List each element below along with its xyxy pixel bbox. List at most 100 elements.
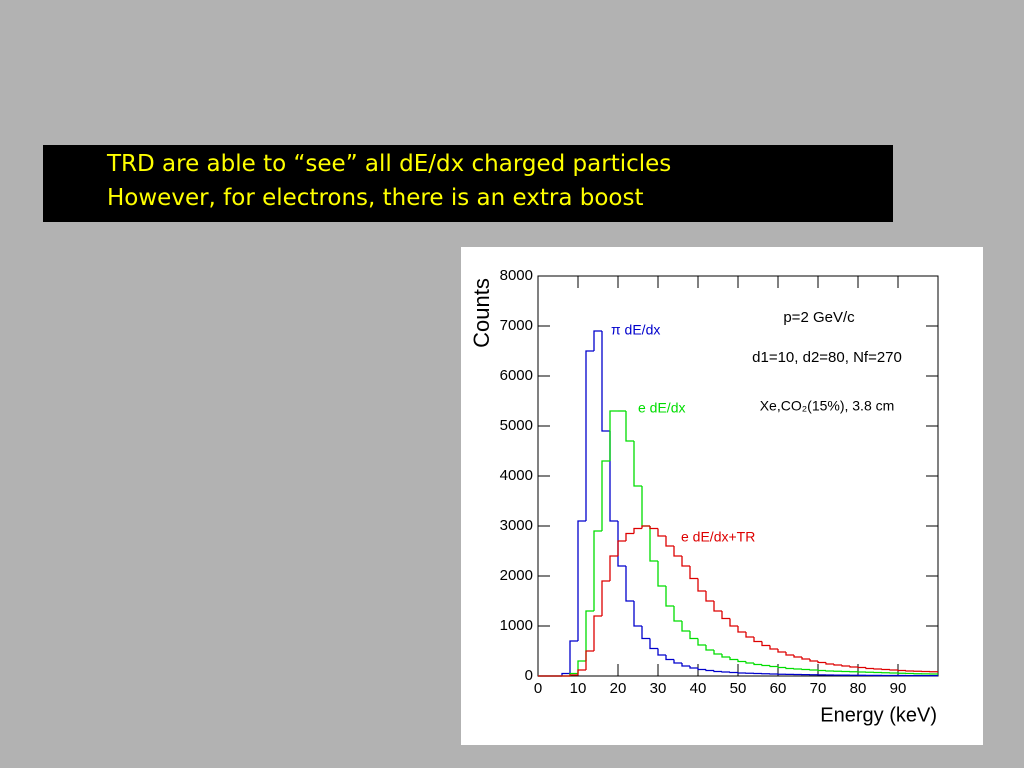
histogram-bin (737, 672, 746, 674)
histogram-bin (681, 621, 690, 632)
histogram-bin (641, 486, 650, 527)
x-tick-label: 30 (650, 680, 667, 697)
y-tick-label: 5000 (500, 417, 533, 434)
histogram-bin (665, 655, 674, 661)
histogram-bin (737, 659, 746, 663)
x-tick-label: 80 (850, 680, 867, 697)
histogram-bin (649, 526, 658, 562)
histogram-bin (857, 666, 866, 669)
histogram-bin (729, 618, 738, 627)
annotation: p=2 GeV/c (783, 309, 855, 326)
histogram-bin (809, 669, 818, 671)
histogram-bin (601, 580, 610, 616)
x-tick-label: 10 (570, 680, 587, 697)
histogram-bin (649, 526, 658, 530)
histogram-bin (673, 606, 682, 622)
slide-text: However, for electrons, there is an extr… (107, 185, 644, 211)
histogram-bin (689, 631, 698, 640)
y-tick-label: 1000 (500, 617, 533, 634)
histogram-bin (697, 578, 706, 592)
histogram-bin (625, 532, 634, 541)
histogram-bin (905, 670, 914, 672)
histogram-bin (681, 663, 690, 667)
histogram-bin (713, 650, 722, 655)
histogram-bin (593, 615, 602, 651)
histogram-bin (889, 669, 898, 671)
histogram-bin (601, 331, 610, 432)
histogram-bin (585, 350, 594, 521)
histogram-bin (641, 626, 650, 640)
x-tick-label: 60 (770, 680, 787, 697)
histogram-bin (569, 674, 578, 676)
histogram-bin (633, 527, 642, 534)
histogram-bin (617, 521, 626, 567)
slide-text: TRD are able to “see” all dE/dx charged … (107, 151, 672, 177)
histogram-bin (617, 540, 626, 556)
histogram-bin (729, 671, 738, 674)
histogram-bin (865, 667, 874, 670)
histogram-bin (729, 657, 738, 661)
histogram-bin (697, 638, 706, 646)
histogram-bin (625, 411, 634, 442)
x-tick-label: 70 (810, 680, 827, 697)
histogram-bin (833, 664, 842, 666)
series-label: e dE/dx+TR (681, 529, 755, 545)
histogram-bin (817, 661, 826, 664)
histogram-bin (689, 666, 698, 669)
histogram-bin (801, 657, 810, 660)
banner: TRD are able to “see” all dE/dx charged … (43, 145, 893, 222)
histogram-bin (721, 611, 730, 620)
histogram-bin (745, 661, 754, 664)
histogram-bin (721, 671, 730, 673)
series-label: e dE/dx (638, 400, 685, 416)
histogram-bin (737, 626, 746, 633)
histogram-bin (569, 640, 578, 674)
y-tick-label: 2000 (500, 567, 533, 584)
y-tick-label: 7000 (500, 317, 533, 334)
histogram-bin (673, 659, 682, 664)
histogram-bin (785, 652, 794, 656)
x-tick-label: 50 (730, 680, 747, 697)
histogram-bin (609, 410, 618, 461)
histogram-bin (809, 659, 818, 662)
histogram-bin (705, 591, 714, 602)
y-axis-label: Counts (469, 278, 494, 348)
histogram-bin (721, 654, 730, 658)
x-tick-label: 40 (690, 680, 707, 697)
x-tick-label: 20 (610, 680, 627, 697)
x-tick-label: 0 (534, 680, 542, 697)
histogram-bin (777, 649, 786, 653)
histogram-bin (825, 670, 834, 672)
histogram-bin (641, 525, 650, 529)
histogram-bin (705, 645, 714, 651)
histogram-bin (745, 632, 754, 638)
y-tick-label: 4000 (500, 467, 533, 484)
histogram-bin (785, 667, 794, 670)
histogram-bin (585, 650, 594, 670)
y-tick-label: 8000 (500, 267, 533, 284)
histogram-bin (633, 601, 642, 627)
histogram-bin (689, 566, 698, 580)
chart-panel: Counts Energy (keV) p=2 GeV/c d1=10, d2=… (461, 247, 983, 745)
histogram-bin (801, 668, 810, 671)
histogram-bin (657, 561, 666, 587)
histogram-bin (593, 330, 602, 351)
histogram-bin (793, 668, 802, 670)
y-tick-label: 3000 (500, 517, 533, 534)
histogram-bin (849, 666, 858, 668)
histogram-bin (825, 662, 834, 665)
y-tick-label: 0 (525, 667, 533, 684)
histogram-bin (609, 431, 618, 522)
histogram-bin (577, 520, 586, 641)
histogram-bin (665, 536, 674, 547)
histogram-bin (681, 556, 690, 567)
histogram-bin (601, 460, 610, 531)
histogram-bin (761, 664, 770, 667)
histogram-bin (769, 645, 778, 650)
histogram-bin (793, 655, 802, 658)
histogram-bin (577, 660, 586, 674)
histogram-bin (577, 669, 586, 675)
histogram-bin (873, 668, 882, 670)
histogram-bin (673, 546, 682, 557)
